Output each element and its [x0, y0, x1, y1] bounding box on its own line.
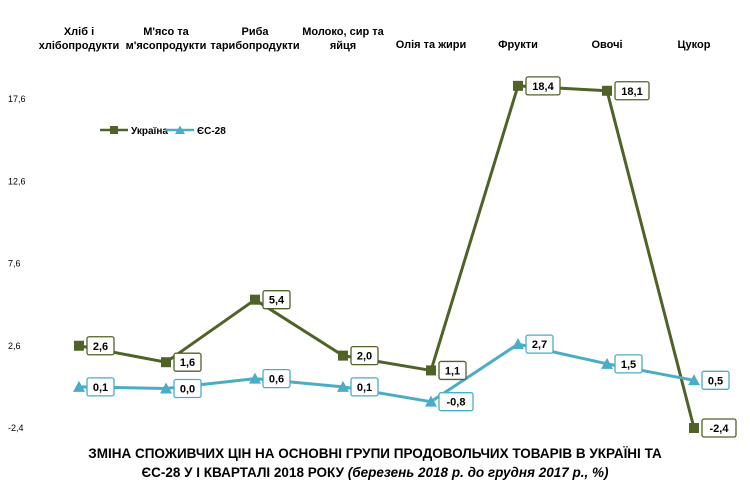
data-point-ukraine [250, 294, 260, 305]
data-label-text: 1,5 [621, 359, 636, 371]
data-label: 0,1 [350, 377, 379, 397]
chart-subtitle: (березень 2018 р. до грудня 2017 р., %) [347, 465, 609, 480]
category-label: Олія та жири [396, 39, 467, 51]
y-tick-label: 17,6 [8, 94, 26, 104]
category-label: м'ясопродукти [126, 40, 207, 52]
data-point-eu28 [249, 372, 261, 384]
category-label: Фрукти [498, 39, 538, 51]
category-label: хлібопродукти [39, 40, 120, 52]
legend-marker-eu28 [175, 125, 185, 134]
legend-marker-ukraine [110, 126, 118, 134]
data-label-text: 0,6 [269, 374, 284, 386]
data-point-ukraine [689, 423, 699, 433]
data-label: 2,0 [350, 345, 379, 366]
data-label-box [701, 370, 730, 390]
data-label-text: 18,1 [621, 86, 642, 98]
data-label-text: 18,4 [532, 81, 554, 93]
data-point-ukraine [426, 365, 436, 376]
data-label-text: -0,8 [447, 397, 466, 409]
data-label: 1,5 [614, 354, 643, 374]
data-label-text: 0,0 [180, 384, 195, 396]
data-label-box [86, 377, 115, 397]
data-point-eu28 [337, 380, 349, 392]
category-label: Молоко, сир та [302, 26, 384, 38]
data-label-text: 0,1 [357, 382, 372, 394]
category-label: М'ясо та [143, 26, 189, 38]
data-label-box [525, 76, 561, 96]
series-line-ukraine [78, 84, 696, 429]
data-point-eu28 [512, 338, 524, 350]
category-label: тарибопродукти [210, 40, 299, 52]
data-label-box [614, 81, 650, 101]
data-label-box [173, 352, 202, 372]
data-label-text: 0,5 [708, 375, 723, 387]
data-label-text: 1,1 [445, 365, 460, 377]
data-label-text: 0,1 [93, 382, 108, 394]
data-label: -2,4 [701, 418, 737, 438]
data-label-box [262, 368, 291, 389]
category-label: Риба [241, 26, 269, 38]
legend-label-eu28: ЄС-28 [197, 126, 226, 137]
data-point-ukraine [74, 340, 84, 351]
y-tick-label: 12,6 [8, 176, 26, 186]
data-label-box [525, 334, 554, 354]
chart-title-line2: ЄС-28 У І КВАРТАЛІ 2018 РОКУ [141, 465, 345, 480]
data-label: 1,6 [173, 352, 202, 372]
data-label: 18,4 [525, 76, 561, 96]
data-point-ukraine [602, 85, 612, 96]
data-label-box [701, 418, 737, 438]
y-tick-label: 7,6 [8, 259, 21, 269]
data-label-box [173, 378, 202, 399]
y-tick-label: -2,4 [8, 423, 24, 433]
data-label-box [438, 360, 467, 381]
data-point-eu28 [688, 374, 700, 386]
data-label-text: 2,0 [357, 351, 372, 363]
data-label-box [438, 392, 474, 412]
chart-title-line2-wrap: ЄС-28 У І КВАРТАЛІ 2018 РОКУ (березень 2… [0, 463, 750, 482]
category-label: Овочі [591, 39, 622, 51]
data-point-eu28 [425, 395, 437, 407]
data-label: 0,0 [173, 378, 202, 399]
data-label-text: 5,4 [269, 295, 285, 307]
data-point-eu28 [73, 380, 85, 392]
chart-title: ЗМІНА СПОЖИВЧИХ ЦІН НА ОСНОВНІ ГРУПИ ПРО… [0, 444, 750, 482]
data-label: 2,6 [86, 336, 115, 356]
data-point-ukraine [513, 80, 523, 91]
data-label: -0,8 [438, 392, 474, 412]
category-label: яйця [330, 40, 356, 52]
data-label-text: -2,4 [710, 423, 730, 435]
data-point-eu28 [601, 357, 613, 369]
data-label-box [262, 290, 291, 310]
data-label: 0,1 [86, 377, 115, 397]
legend-label-ukraine: Україна [131, 126, 168, 137]
data-label: 2,7 [525, 334, 554, 354]
chart-legend: Україна ЄС-28 [100, 125, 226, 137]
data-label-box [350, 377, 379, 397]
data-label: 0,6 [262, 368, 291, 389]
data-label: 18,1 [614, 81, 650, 101]
data-label: 5,4 [262, 290, 291, 310]
data-point-ukraine [338, 350, 348, 361]
data-label: 1,1 [438, 360, 467, 381]
data-label-text: 1,6 [180, 357, 195, 369]
chart-title-line1: ЗМІНА СПОЖИВЧИХ ЦІН НА ОСНОВНІ ГРУПИ ПРО… [88, 446, 662, 461]
data-label-box [86, 336, 115, 356]
data-label-box [350, 345, 379, 366]
category-label: Хліб і [64, 26, 94, 38]
category-label: Цукор [678, 39, 711, 51]
data-label-text: 2,6 [93, 341, 108, 353]
data-point-ukraine [161, 357, 171, 368]
data-label-text: 2,7 [532, 339, 547, 351]
data-label: 0,5 [701, 370, 730, 390]
y-tick-label: 2,6 [8, 341, 21, 351]
data-point-eu28 [160, 382, 172, 394]
data-label-box [614, 354, 643, 374]
